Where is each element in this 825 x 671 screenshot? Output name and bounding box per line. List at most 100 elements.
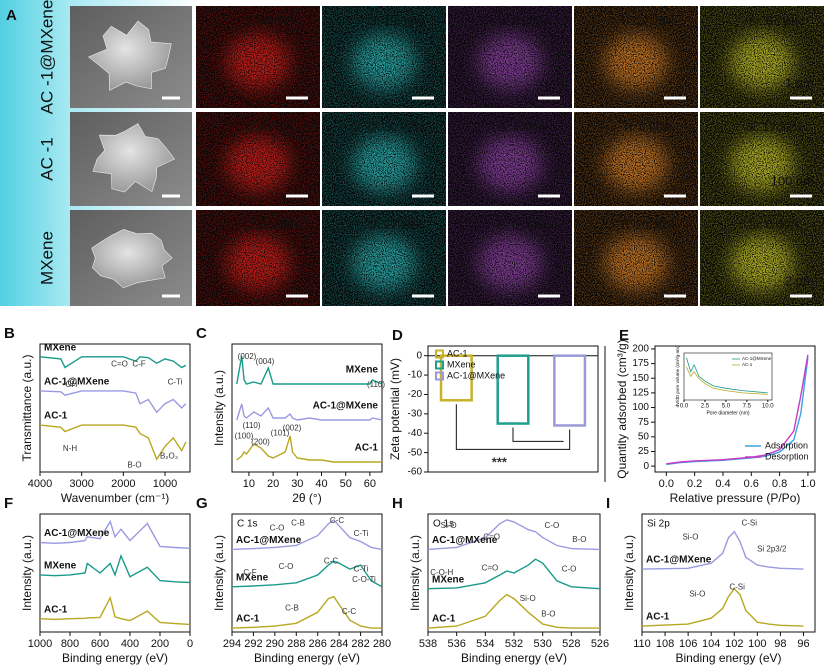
- annotation: C-Ti: [354, 565, 369, 574]
- x-tick-label: 530: [533, 638, 551, 650]
- row-label: MXene: [37, 231, 56, 285]
- annotation: Si-O: [682, 533, 698, 542]
- map-signal: [478, 34, 542, 90]
- annotation: N-H: [63, 444, 77, 453]
- annotation: B-O: [572, 535, 586, 544]
- x-tick-label: 104: [702, 638, 720, 650]
- annotation: Si-O: [520, 594, 536, 603]
- x-tick-label: 20: [267, 478, 279, 490]
- x-tick-label: 600: [91, 638, 109, 650]
- x-tick-label: 292: [244, 638, 262, 650]
- x-tick-label: 40: [315, 478, 327, 490]
- y-axis-label: Intensity (a.u.): [408, 535, 422, 611]
- annotation: C-B: [291, 519, 305, 528]
- series-line: [686, 366, 768, 395]
- y-tick-label: -60: [408, 467, 423, 478]
- x-tick-label: 0.4: [715, 478, 730, 490]
- map-label: O: 30.73%: [368, 120, 425, 134]
- y-tick-label: 75: [638, 417, 650, 428]
- plot-frame: [39, 343, 191, 473]
- x-tick-label: 2000: [111, 478, 135, 490]
- x-tick-label: 1000: [28, 638, 52, 650]
- map-label: C: 44.84%: [242, 14, 298, 28]
- bar: [496, 354, 530, 425]
- annotation: Si-O: [689, 589, 705, 598]
- panel-letter: C: [196, 325, 207, 342]
- x-tick-label: 7.5: [743, 404, 752, 410]
- panel-letter: B: [4, 325, 15, 342]
- y-tick-label: 200: [632, 344, 649, 355]
- x-tick-label: 1.0: [800, 478, 815, 490]
- series-label: AC-1: [646, 612, 670, 623]
- panel-letter: D: [392, 327, 403, 344]
- y-tick-label: 0: [416, 350, 422, 361]
- x-tick-label: 5.0: [722, 404, 731, 410]
- y-tick-label: -10: [408, 370, 423, 381]
- map-label: B: 6.20%: [498, 14, 547, 28]
- y-tick-label: -50: [408, 447, 423, 458]
- series-label: MXene: [346, 365, 379, 376]
- annotation: ***: [492, 455, 508, 470]
- x-axis-label: Binding energy (eV): [461, 651, 567, 665]
- plot-frame: [654, 345, 816, 473]
- series-label: AC-1: [355, 443, 379, 454]
- x-tick-label: 282: [351, 638, 369, 650]
- x-tick-label: 536: [447, 638, 465, 650]
- bar: [553, 354, 587, 427]
- annotation: C-O: [562, 565, 577, 574]
- map-signal: [478, 136, 542, 192]
- series-line: [231, 595, 382, 629]
- series-line: [236, 355, 383, 385]
- map-signal: [604, 34, 668, 90]
- x-tick-label: 4000: [28, 478, 52, 490]
- series-label: AC-1@MXene: [236, 535, 302, 546]
- series-line: [231, 560, 383, 588]
- series-label: MXene: [44, 342, 77, 353]
- panel-letter: E: [619, 327, 629, 344]
- x-axis-label: Binding energy (eV): [254, 651, 360, 665]
- annotation: C-O-H: [430, 568, 453, 577]
- sem-particle: [91, 229, 173, 289]
- x-tick-label: 30: [291, 478, 303, 490]
- panel-letter: H: [392, 495, 403, 512]
- annotation: C-Si: [729, 582, 745, 591]
- map-signal: [730, 136, 794, 192]
- y-tick-label: 100: [632, 402, 649, 413]
- sem-particle: [92, 123, 175, 193]
- x-tick-label: 50: [340, 478, 352, 490]
- map-label: Si: 17.32%: [745, 120, 803, 134]
- map-signal: [730, 34, 794, 90]
- plot-frame: [231, 343, 383, 473]
- annotation: (002): [238, 352, 257, 361]
- map-signal: [730, 235, 794, 291]
- legend-swatch: [435, 349, 444, 359]
- plot-frame: [641, 513, 816, 633]
- legend-swatch: [435, 371, 444, 381]
- series-line: [39, 390, 187, 414]
- annotation: C-F: [243, 568, 256, 577]
- annotation: C=O: [483, 533, 500, 542]
- x-tick-label: 60: [364, 478, 376, 490]
- x-tick-label: 286: [309, 638, 327, 650]
- legend-label: MXene: [447, 359, 476, 369]
- legend-label: AC-1: [742, 362, 753, 367]
- x-tick-label: 800: [61, 638, 79, 650]
- x-tick-label: 3000: [69, 478, 93, 490]
- plot-frame: [39, 513, 191, 633]
- y-tick-label: 50: [638, 431, 650, 442]
- y-axis-label: Quantity adsorbed (cm³/g): [615, 339, 629, 478]
- x-axis-label: Binding energy (eV): [675, 651, 781, 665]
- significance-bracket: [455, 404, 571, 450]
- y-axis-label: Intensity (a.u.): [20, 535, 34, 611]
- plot-frame: [231, 513, 383, 633]
- y-tick-label: -40: [408, 428, 423, 439]
- x-axis-label: Wavenumber (cm⁻¹): [61, 491, 170, 505]
- annotation: B₂O₃: [160, 452, 178, 461]
- annotation: C-O-Ti: [352, 575, 376, 584]
- y-tick-label: -30: [408, 408, 423, 419]
- series-label: AC-1: [44, 604, 68, 615]
- map-label: Si: 6.79%: [748, 14, 800, 28]
- annotation: C-F: [132, 360, 145, 369]
- legend-label: AC-1@MXene: [742, 356, 772, 361]
